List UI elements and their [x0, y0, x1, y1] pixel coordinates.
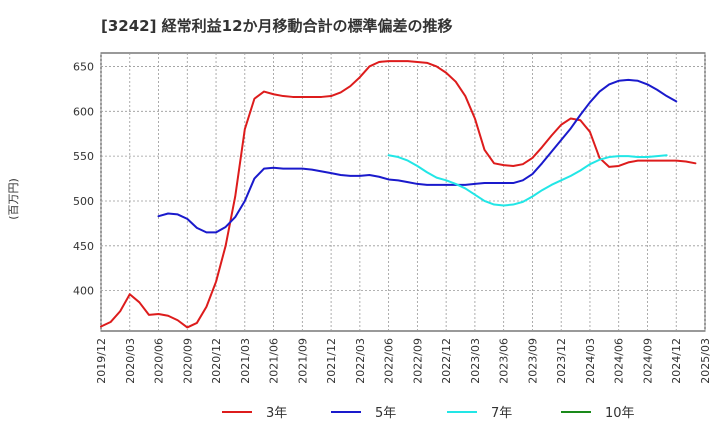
y-tick-label: 550 — [73, 150, 94, 163]
x-tick-label: 2019/12 — [95, 338, 108, 384]
x-tick-label: 2020/06 — [153, 338, 166, 384]
x-tick-label: 2021/06 — [268, 338, 281, 384]
x-tick-label: 2022/12 — [440, 338, 453, 384]
series-line-2 — [387, 154, 668, 207]
x-tick-label: 2024/09 — [641, 338, 654, 384]
x-tick-label: 2021/12 — [325, 338, 338, 384]
series-line-1 — [157, 78, 678, 234]
x-tick-label: 2022/03 — [354, 338, 367, 384]
axis-layer: 2019/12 2020/03 2020/06 2020/09 2020/12 2021/… — [73, 60, 712, 383]
x-tick-label: 2024/03 — [584, 338, 597, 384]
legend-label-3: 10年 — [605, 406, 635, 421]
x-tick-label: 2021/09 — [296, 338, 309, 384]
y-tick-label: 400 — [73, 285, 94, 298]
x-tick-label: 2022/06 — [383, 338, 396, 384]
plot-frame — [100, 52, 706, 332]
chart-title: [3242] 経常利益12か月移動合計の標準偏差の推移 — [101, 17, 453, 35]
x-tick-label: 2024/06 — [613, 338, 626, 384]
x-tick-label: 2025/03 — [699, 338, 712, 384]
x-tick-label: 2023/09 — [526, 338, 539, 384]
x-tick-label: 2020/09 — [181, 338, 194, 384]
x-tick-label: 2024/12 — [670, 338, 683, 384]
y-tick-label: 600 — [73, 105, 94, 118]
y-axis-label: (百万円) — [7, 178, 20, 220]
y-tick-label: 500 — [73, 195, 94, 208]
legend: 3年 5年 7年 10年 — [222, 406, 635, 421]
legend-label-1: 5年 — [375, 406, 396, 421]
series-layer — [100, 60, 697, 329]
y-tick-label: 450 — [73, 240, 94, 253]
grid-layer — [100, 52, 706, 332]
x-tick-label: 2022/09 — [411, 338, 424, 384]
x-tick-label: 2023/12 — [555, 338, 568, 384]
x-tick-label: 2021/03 — [239, 338, 252, 384]
x-tick-label: 2023/06 — [498, 338, 511, 384]
legend-label-0: 3年 — [266, 406, 287, 421]
x-tick-label: 2020/03 — [124, 338, 137, 384]
x-tick-label: 2020/12 — [210, 338, 223, 384]
legend-label-2: 7年 — [491, 406, 512, 421]
x-tick-label: 2023/03 — [469, 338, 482, 384]
series-line-0 — [100, 60, 697, 329]
y-tick-label: 650 — [73, 60, 94, 73]
